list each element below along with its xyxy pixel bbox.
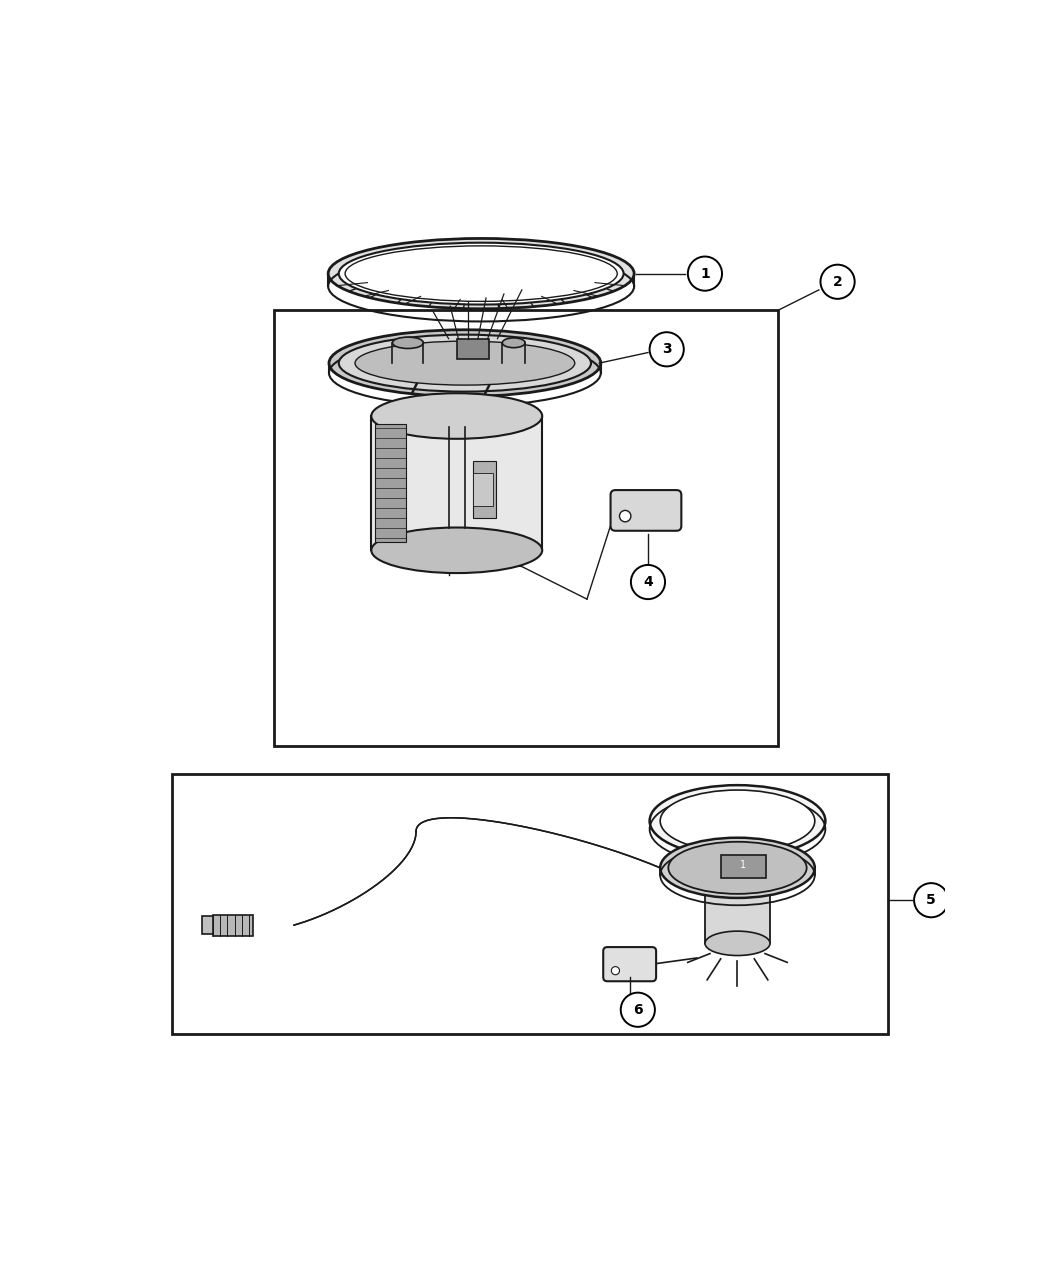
Circle shape — [688, 256, 722, 291]
Ellipse shape — [339, 334, 591, 391]
Text: 3: 3 — [662, 342, 672, 356]
Bar — [472, 473, 493, 506]
Ellipse shape — [660, 790, 815, 852]
Bar — [376, 425, 406, 542]
Ellipse shape — [705, 931, 770, 955]
Ellipse shape — [668, 842, 806, 894]
Ellipse shape — [372, 393, 542, 439]
Bar — [457, 339, 489, 360]
Bar — [172, 774, 888, 1034]
Text: 1: 1 — [740, 861, 747, 871]
Ellipse shape — [345, 246, 617, 301]
Bar — [212, 914, 253, 936]
Circle shape — [621, 993, 655, 1026]
Text: 4: 4 — [643, 575, 653, 589]
Ellipse shape — [355, 342, 574, 385]
Circle shape — [620, 510, 631, 521]
Ellipse shape — [329, 330, 601, 397]
Circle shape — [915, 884, 948, 917]
Circle shape — [611, 966, 619, 975]
Ellipse shape — [650, 785, 825, 857]
Ellipse shape — [393, 337, 423, 348]
Bar — [721, 854, 766, 877]
Ellipse shape — [660, 838, 815, 898]
Bar — [202, 917, 213, 935]
Text: 6: 6 — [633, 1002, 643, 1016]
Bar — [472, 460, 496, 518]
Bar — [274, 310, 778, 746]
Circle shape — [650, 333, 684, 366]
Bar — [705, 880, 770, 944]
Bar — [372, 416, 542, 551]
Ellipse shape — [502, 338, 525, 348]
FancyBboxPatch shape — [610, 490, 681, 530]
Ellipse shape — [339, 242, 624, 305]
Ellipse shape — [705, 868, 770, 892]
Ellipse shape — [372, 528, 542, 572]
Ellipse shape — [329, 238, 634, 309]
Text: 5: 5 — [926, 894, 936, 908]
Text: 1: 1 — [700, 266, 710, 280]
FancyBboxPatch shape — [603, 947, 656, 982]
Circle shape — [631, 565, 665, 599]
Text: 2: 2 — [833, 274, 842, 288]
Circle shape — [820, 265, 855, 298]
